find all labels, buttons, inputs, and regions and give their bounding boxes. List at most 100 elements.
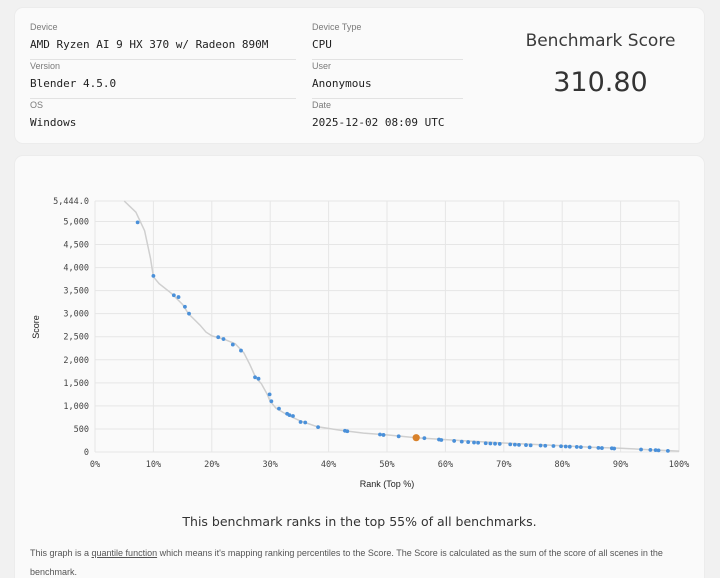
quantile-function-link[interactable]: quantile function	[91, 548, 158, 558]
y-tick-label: 1,000	[63, 402, 89, 412]
benchmark-point	[298, 420, 303, 424]
benchmark-point	[574, 445, 579, 449]
date-value: 2025-12-02 08:09 UTC	[312, 116, 445, 129]
benchmark-point	[551, 444, 556, 448]
benchmark-point	[596, 445, 601, 450]
benchmark-point	[135, 220, 140, 225]
benchmark-point	[151, 273, 156, 278]
benchmark-point	[563, 444, 568, 449]
x-tick-label: 20%	[204, 460, 219, 470]
user-field: User Anonymous	[312, 61, 463, 99]
benchmark-point	[396, 434, 401, 439]
date-field: Date 2025-12-02 08:09 UTC	[312, 100, 492, 129]
benchmark-point	[666, 448, 670, 453]
device-type-label: Device Type	[312, 22, 362, 32]
x-tick-label: 10%	[146, 460, 161, 470]
score-value: 310.80	[553, 67, 648, 98]
os-value: Windows	[30, 116, 77, 129]
score-title: Benchmark Score	[525, 31, 676, 51]
version-value: Blender 4.5.0	[30, 77, 117, 90]
y-tick-label: 5,444.0	[53, 197, 89, 207]
version-field: Version Blender 4.5.0	[30, 61, 296, 99]
benchmark-point	[512, 442, 517, 447]
y-tick-label: 2,500	[63, 333, 89, 343]
benchmark-point	[488, 441, 493, 446]
benchmark-point	[439, 438, 444, 442]
quantile-curve	[123, 200, 680, 452]
y-tick-label: 2,000	[63, 356, 89, 366]
x-axis-label: Rank (Top %)	[360, 479, 415, 489]
benchmark-point	[466, 440, 471, 444]
os-field: OS Windows	[30, 100, 296, 129]
benchmark-point	[277, 406, 281, 411]
device-type-field: Device Type CPU	[312, 22, 463, 60]
benchmark-point	[171, 293, 176, 298]
y-tick-label: 4,500	[63, 241, 89, 251]
benchmark-point	[524, 443, 528, 447]
benchmark-point	[381, 433, 386, 437]
x-tick-label: 40%	[321, 460, 336, 470]
x-tick-label: 80%	[555, 460, 570, 470]
benchmark-info-card: Device AMD Ryzen AI 9 HX 370 w/ Radeon 8…	[15, 8, 704, 143]
benchmark-point	[378, 432, 382, 437]
version-label: Version	[30, 61, 61, 71]
benchmark-point	[291, 414, 295, 418]
quantile-chart: 0 500 1,000 1,500 2,000 2,500 3,000 3,500 4,000 4…	[31, 197, 689, 489]
benchmark-point	[187, 311, 191, 316]
benchmark-point	[452, 439, 457, 443]
chart-card: 0 500 1,000 1,500 2,000 2,500 3,000 3,500 4,000 4…	[15, 156, 704, 578]
benchmark-point	[559, 444, 563, 449]
y-axis-label: Score	[31, 315, 41, 339]
benchmark-point	[176, 295, 181, 299]
y-tick-label: 1,500	[63, 379, 89, 389]
benchmark-point	[578, 445, 583, 450]
x-tick-label: 70%	[496, 460, 511, 470]
benchmark-point	[653, 448, 658, 453]
y-tick-label: 5,000	[63, 217, 89, 227]
benchmark-point	[600, 446, 604, 450]
benchmark-point	[216, 335, 221, 340]
benchmark-point	[221, 337, 226, 341]
benchmark-point	[269, 399, 274, 404]
benchmark-point	[267, 392, 272, 397]
y-tick-label: 500	[74, 425, 89, 435]
y-tick-label: 0	[84, 448, 89, 458]
device-type-value: CPU	[312, 38, 332, 51]
benchmark-point	[230, 342, 235, 347]
y-tick-label: 3,500	[63, 287, 89, 297]
device-label: Device	[30, 22, 58, 32]
benchmark-point	[508, 442, 513, 447]
benchmark-point	[183, 304, 187, 309]
os-label: OS	[30, 100, 44, 110]
benchmark-point	[476, 440, 481, 445]
x-axis-ticks: 0% 10% 20% 30% 40% 50% 60% 70% 80% 90% 100%	[90, 460, 689, 470]
x-tick-label: 60%	[438, 460, 453, 470]
benchmark-point	[422, 436, 427, 441]
benchmark-point	[567, 444, 572, 449]
benchmark-point	[303, 420, 308, 425]
benchmark-point	[528, 443, 533, 448]
benchmark-point	[239, 348, 243, 353]
benchmark-point	[316, 425, 320, 430]
benchmark-point	[538, 443, 543, 448]
benchmark-point	[587, 445, 592, 450]
benchmark-point	[493, 441, 497, 446]
benchmark-point	[648, 448, 653, 452]
benchmark-point	[345, 429, 350, 434]
y-tick-label: 4,000	[63, 264, 89, 274]
y-tick-label: 3,000	[63, 310, 89, 320]
date-label: Date	[312, 100, 332, 110]
y-axis-ticks: 0 500 1,000 1,500 2,000 2,500 3,000 3,500 4,000 4…	[53, 197, 89, 458]
x-tick-label: 0%	[90, 460, 100, 470]
user-label: User	[312, 61, 332, 71]
note-prefix: This graph is a	[30, 548, 92, 558]
benchmark-point	[639, 447, 643, 452]
chart-grid	[94, 200, 680, 453]
benchmark-point	[517, 442, 521, 447]
benchmark-point	[472, 440, 476, 445]
device-value: AMD Ryzen AI 9 HX 370 w/ Radeon 890M	[30, 38, 269, 51]
rank-summary: This benchmark ranks in the top 55% of a…	[182, 514, 537, 529]
device-field: Device AMD Ryzen AI 9 HX 370 w/ Radeon 8…	[30, 22, 296, 60]
quantile-note: This graph is a quantile function which …	[30, 544, 690, 578]
benchmark-point	[253, 375, 257, 380]
